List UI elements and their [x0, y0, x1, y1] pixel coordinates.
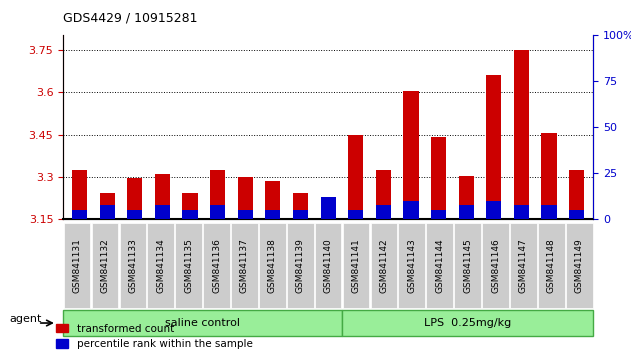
Bar [514, 205, 529, 219]
Bar [403, 201, 418, 219]
Bar [459, 176, 474, 219]
Text: GSM841132: GSM841132 [100, 238, 109, 293]
Text: GDS4429 / 10915281: GDS4429 / 10915281 [63, 12, 198, 25]
Bar [182, 210, 198, 219]
Bar [72, 170, 87, 219]
Text: GSM841131: GSM841131 [73, 238, 81, 293]
Text: GSM841143: GSM841143 [408, 238, 416, 293]
Bar [100, 205, 115, 219]
Text: GSM841133: GSM841133 [128, 238, 138, 293]
Text: GSM841149: GSM841149 [575, 238, 584, 293]
Bar [321, 198, 336, 219]
Legend: transformed count, percentile rank within the sample: transformed count, percentile rank withi… [56, 324, 252, 349]
Text: GSM841147: GSM841147 [519, 238, 528, 293]
Text: GSM841140: GSM841140 [324, 238, 333, 293]
Text: GSM841146: GSM841146 [491, 238, 500, 293]
Bar [127, 178, 143, 219]
Bar [210, 205, 225, 219]
Text: GSM841144: GSM841144 [435, 238, 444, 293]
Text: GSM841141: GSM841141 [351, 238, 360, 293]
Text: agent: agent [9, 314, 42, 325]
Bar [403, 91, 418, 219]
Text: GSM841139: GSM841139 [296, 238, 305, 293]
Bar [459, 205, 474, 219]
Bar [541, 205, 557, 219]
Text: GSM841137: GSM841137 [240, 238, 249, 293]
Bar [155, 174, 170, 219]
Bar [155, 205, 170, 219]
Bar [293, 210, 308, 219]
Bar [486, 201, 502, 219]
Text: LPS  0.25mg/kg: LPS 0.25mg/kg [424, 318, 511, 328]
Text: GSM841145: GSM841145 [463, 238, 472, 293]
Bar [210, 170, 225, 219]
Text: saline control: saline control [165, 318, 240, 328]
Text: GSM841134: GSM841134 [156, 238, 165, 293]
Bar [182, 193, 198, 219]
Bar [569, 210, 584, 219]
Bar [514, 50, 529, 219]
Text: GSM841142: GSM841142 [379, 238, 389, 293]
Bar [375, 205, 391, 219]
Bar [431, 210, 446, 219]
Bar [293, 193, 308, 219]
Bar [238, 177, 253, 219]
Bar [541, 133, 557, 219]
Bar [100, 193, 115, 219]
Bar [486, 75, 502, 219]
Bar [348, 210, 363, 219]
Text: GSM841138: GSM841138 [268, 238, 277, 293]
Bar [238, 210, 253, 219]
Text: GSM841135: GSM841135 [184, 238, 193, 293]
Text: GSM841148: GSM841148 [547, 238, 556, 293]
Bar [348, 135, 363, 219]
Bar [127, 210, 143, 219]
Bar [321, 201, 336, 219]
Bar [375, 170, 391, 219]
Text: GSM841136: GSM841136 [212, 238, 221, 293]
Bar [265, 210, 281, 219]
Bar [569, 170, 584, 219]
Bar [431, 137, 446, 219]
Bar [265, 181, 281, 219]
Bar [72, 210, 87, 219]
